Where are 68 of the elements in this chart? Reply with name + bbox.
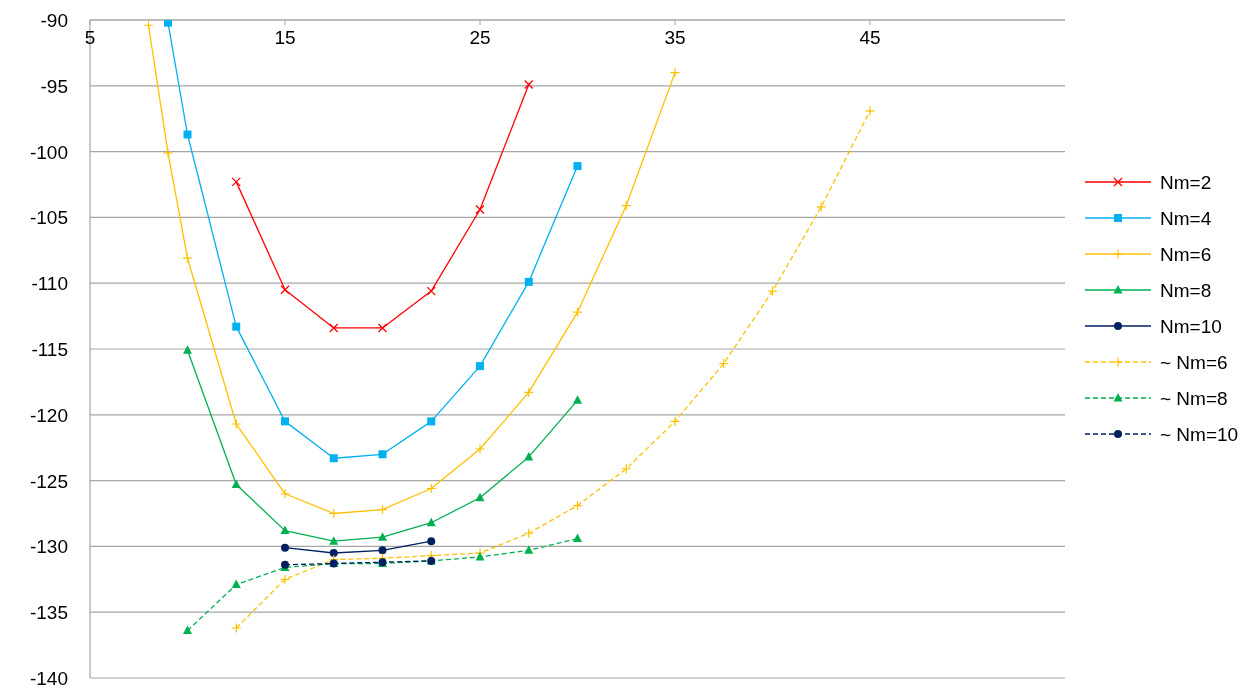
point <box>864 105 876 116</box>
point <box>378 546 387 555</box>
legend-label: Nm=6 <box>1160 244 1212 265</box>
legend-label: Nm=2 <box>1160 172 1212 193</box>
legend-label: Nm=4 <box>1160 208 1212 229</box>
point <box>183 345 192 354</box>
point <box>475 492 485 502</box>
point <box>378 450 387 459</box>
point <box>183 625 192 635</box>
y-tick-label: -115 <box>31 339 68 360</box>
point <box>232 322 241 331</box>
y-tick-label: -110 <box>31 273 68 295</box>
point <box>281 543 289 552</box>
point <box>426 517 436 527</box>
point <box>573 395 582 404</box>
y-tick-label: -95 <box>40 75 68 97</box>
point <box>573 162 582 171</box>
point <box>767 286 778 297</box>
point <box>280 525 290 535</box>
point <box>280 285 290 295</box>
point <box>231 479 241 489</box>
legend-label: Nm=10 <box>1160 316 1222 337</box>
point <box>427 537 436 546</box>
point <box>573 533 582 542</box>
point <box>377 323 388 333</box>
point <box>231 579 241 589</box>
point <box>669 67 681 78</box>
point <box>329 536 339 545</box>
y-tick-label: -140 <box>29 668 68 689</box>
y-tick-label: -105 <box>29 207 68 229</box>
x-tick-label: 25 <box>469 27 491 48</box>
y-tick-label: -135 <box>29 602 68 624</box>
y-tick-label: -130 <box>29 536 68 558</box>
point <box>816 201 827 212</box>
point <box>524 277 533 286</box>
x-tick-label: 5 <box>84 27 96 48</box>
point <box>474 443 486 455</box>
point <box>329 454 338 463</box>
point <box>231 622 242 634</box>
point <box>164 20 172 27</box>
point <box>476 362 484 371</box>
legend-label: ~ Nm=8 <box>1160 388 1228 409</box>
point <box>426 286 436 296</box>
point <box>378 532 387 541</box>
point <box>524 79 534 90</box>
point <box>279 488 291 499</box>
y-tick-label: -100 <box>29 141 68 163</box>
point <box>162 147 174 159</box>
y-tick-label: -120 <box>29 404 68 426</box>
legend-label: Nm=8 <box>1160 280 1212 301</box>
point <box>427 417 436 426</box>
point <box>183 130 192 139</box>
point <box>669 416 681 427</box>
point <box>281 417 289 426</box>
y-tick-label: -125 <box>29 470 68 492</box>
point <box>475 204 485 215</box>
y-tick-label: -90 <box>40 10 68 31</box>
point <box>329 323 339 333</box>
point <box>231 418 242 430</box>
legend-label: ~ Nm=6 <box>1160 352 1228 373</box>
x-tick-label: 45 <box>859 27 881 48</box>
point <box>524 451 534 461</box>
legend-label: ~ Nm=10 <box>1160 424 1239 445</box>
x-tick-label: 15 <box>274 27 296 48</box>
point <box>524 545 534 554</box>
point <box>231 177 241 187</box>
point <box>279 574 291 585</box>
x-tick-label: 35 <box>664 27 686 48</box>
